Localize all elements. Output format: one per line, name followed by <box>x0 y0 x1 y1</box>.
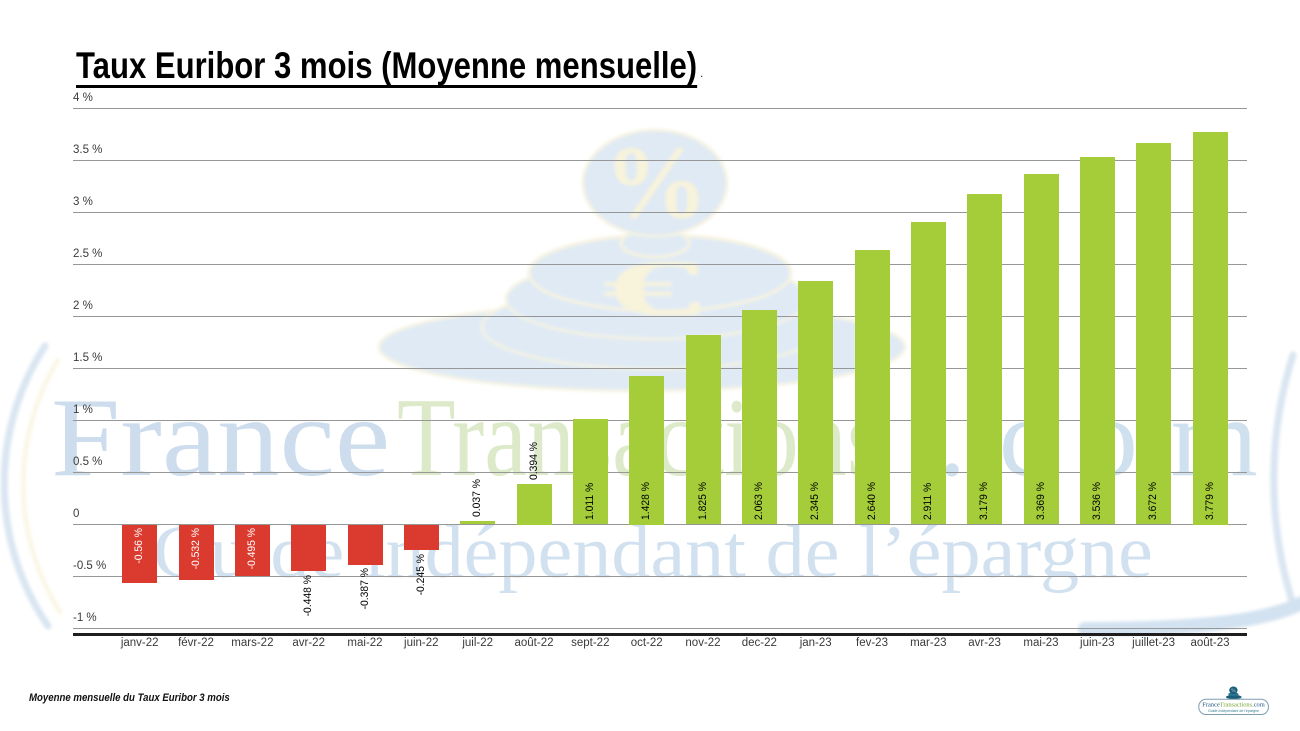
svg-text:€: € <box>602 244 702 333</box>
svg-text:%: % <box>604 125 708 240</box>
svg-text:FranceTransactions.com: FranceTransactions.com <box>1202 702 1264 709</box>
svg-text:Guide indépendant de l'épargne: Guide indépendant de l'épargne <box>1208 709 1259 713</box>
svg-text:%: % <box>1231 688 1236 694</box>
